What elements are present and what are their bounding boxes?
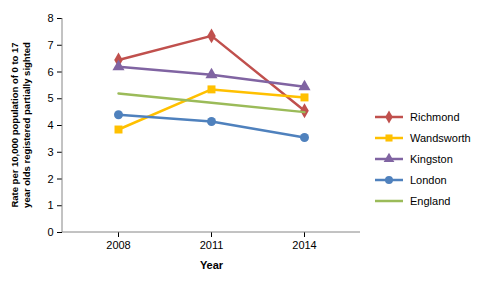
svg-text:8: 8	[47, 12, 53, 24]
html-text:Kingston: Kingston	[410, 152, 453, 165]
svg-text:2008: 2008	[106, 239, 130, 251]
svg-text:4: 4	[47, 119, 53, 131]
svg-text:Rate per 10,000 population of: Rate per 10,000 population of 0 to 17	[9, 42, 20, 207]
svg-text:1: 1	[47, 199, 53, 211]
html-text:London: London	[410, 173, 447, 186]
svg-text:year olds registered partially: year olds registered partially sighted	[21, 42, 32, 208]
html-text:England: England	[410, 194, 451, 207]
svg-text:2: 2	[47, 173, 53, 185]
svg-text:7: 7	[47, 39, 53, 51]
svg-text:Year: Year	[200, 259, 224, 271]
svg-text:3: 3	[47, 146, 53, 158]
svg-text:2011: 2011	[200, 239, 224, 251]
svg-text:6: 6	[47, 66, 53, 78]
svg-text:2014: 2014	[292, 239, 316, 251]
html-text:Richmond: Richmond	[410, 110, 460, 123]
svg-text:5: 5	[47, 92, 53, 104]
svg-text:0: 0	[47, 226, 53, 238]
html-text:Wandsworth: Wandsworth	[410, 131, 471, 144]
